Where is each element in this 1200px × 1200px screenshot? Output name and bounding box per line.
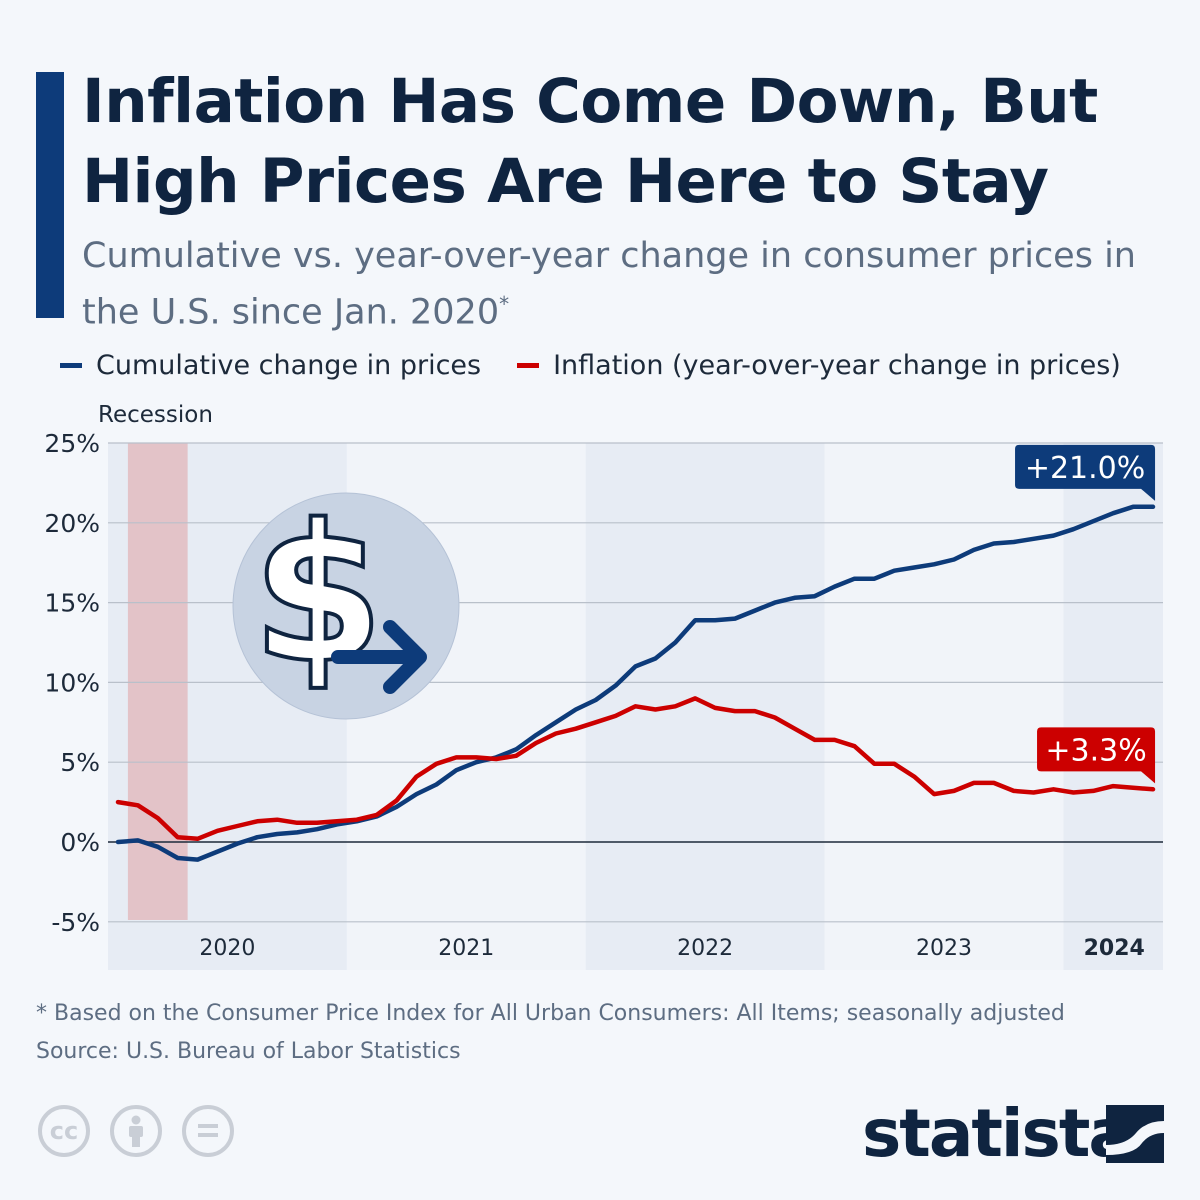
logo-text: statista (862, 1095, 1133, 1172)
x-tick-label: 2024 (1084, 936, 1145, 961)
legend-label: Cumulative change in prices (96, 350, 482, 381)
accent-bar (36, 72, 64, 318)
page-title: Inflation Has Come Down, But High Prices… (82, 66, 1098, 217)
recession-label: Recession (98, 402, 213, 428)
subtitle-footnote-mark: * (499, 292, 510, 316)
end-value-label: +21.0% (1025, 451, 1145, 486)
source: Source: U.S. Bureau of Labor Statistics (36, 1039, 461, 1064)
attribution-icon (110, 1105, 162, 1157)
y-tick-label: 0% (60, 828, 100, 857)
page-subtitle: Cumulative vs. year-over-year change in … (82, 232, 1182, 337)
year-band (1063, 443, 1163, 970)
dollar-sign-icon: $ (252, 484, 384, 705)
y-tick-label: -5% (51, 908, 100, 937)
x-tick-label: 2020 (199, 936, 255, 961)
legend-label: Inflation (year-over-year change in pric… (553, 350, 1121, 381)
end-value-label: +3.3% (1045, 733, 1146, 768)
inflation-line (115, 696, 1156, 842)
legend-swatch (517, 363, 540, 368)
footnote: * Based on the Consumer Price Index for … (36, 1001, 1065, 1026)
y-tick-label: 25% (44, 429, 100, 458)
cumulative-line (115, 504, 1156, 862)
year-band (824, 443, 1064, 970)
no-derivatives-icon (182, 1105, 234, 1157)
x-tick-label: 2023 (916, 936, 972, 961)
legend-item-inflation: Inflation (year-over-year change in pric… (517, 350, 1121, 381)
inflation-end-badge (1037, 727, 1156, 784)
legend-swatch (60, 363, 82, 368)
x-tick-label: 2022 (677, 936, 733, 961)
arrow-right-icon (331, 620, 427, 694)
cc-icon-label: cc (49, 1117, 79, 1145)
statista-logo-mark-icon (1106, 1105, 1164, 1163)
legend: Cumulative change in prices Inflation (y… (60, 350, 1121, 381)
cc-icon: cc (38, 1105, 90, 1157)
year-band (585, 443, 825, 970)
cumulative-end-badge (1015, 444, 1156, 501)
y-tick-label: 15% (44, 589, 100, 618)
y-tick-label: 20% (44, 509, 100, 538)
legend-item-cumulative: Cumulative change in prices (60, 350, 481, 381)
x-tick-label: 2021 (438, 936, 494, 961)
y-tick-label: 10% (44, 668, 100, 697)
statista-logo: statista (862, 1095, 1133, 1172)
y-tick-label: 5% (60, 748, 100, 777)
subtitle-text: Cumulative vs. year-over-year change in … (82, 236, 1136, 333)
